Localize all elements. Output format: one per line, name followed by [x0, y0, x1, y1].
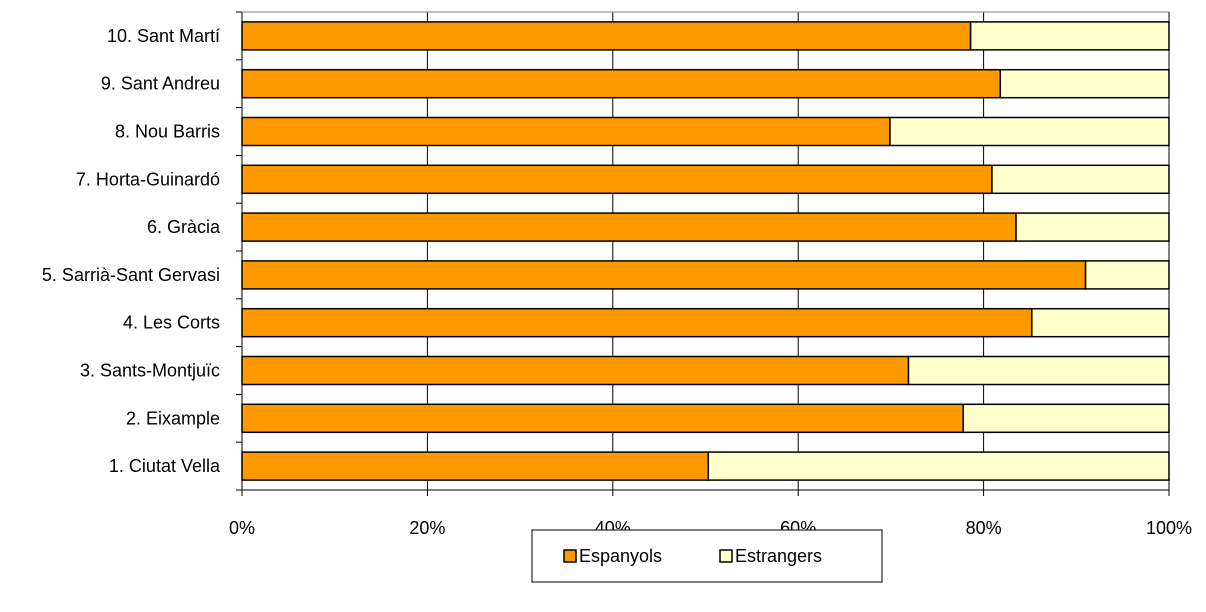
bar-espanyols — [241, 307, 1033, 338]
bar-estrangers — [962, 403, 1170, 434]
category-label: 4. Les Corts — [123, 313, 220, 333]
category-label: 3. Sants-Montjuïc — [80, 361, 220, 381]
category-label: 7. Horta-Guinardó — [76, 169, 220, 189]
legend-box — [531, 529, 883, 583]
bar-estrangers — [1084, 260, 1170, 290]
bar-espanyols — [241, 164, 993, 195]
bar-estrangers — [999, 68, 1170, 99]
bar-estrangers — [707, 451, 1170, 481]
category-label: 8. Nou Barris — [115, 122, 220, 142]
category-label: 6. Gràcia — [147, 217, 221, 237]
category-label: 1. Ciutat Vella — [109, 456, 221, 476]
bar-espanyols — [241, 451, 710, 481]
bar-estrangers — [907, 355, 1170, 386]
x-tick-label: 20% — [409, 518, 445, 538]
legend-swatch-estrangers — [719, 549, 733, 563]
category-label: 9. Sant Andreu — [101, 74, 220, 94]
category-label: 2. Eixample — [126, 408, 220, 428]
axes — [236, 11, 1170, 496]
category-label: 10. Sant Martí — [107, 26, 220, 46]
bars — [241, 21, 1170, 481]
bar-espanyols — [241, 260, 1087, 290]
bar-espanyols — [241, 403, 964, 434]
category-label: 5. Sarrià-Sant Gervasi — [42, 265, 220, 285]
bar-estrangers — [969, 21, 1170, 51]
legend-label-espanyols: Espanyols — [579, 546, 662, 566]
legend: Espanyols Estrangers — [531, 529, 883, 583]
bar-espanyols — [241, 68, 1002, 99]
bar-estrangers — [1015, 212, 1170, 242]
legend-label-estrangers: Estrangers — [735, 546, 822, 566]
bar-estrangers — [991, 164, 1170, 195]
x-tick-label: 0% — [229, 518, 255, 538]
bar-estrangers — [1031, 307, 1170, 338]
bar-espanyols — [241, 21, 972, 51]
category-labels: 1. Ciutat Vella 2. Eixample 3. Sants-Montj… — [42, 26, 221, 476]
bar-espanyols — [241, 212, 1017, 242]
legend-swatch-espanyols — [563, 549, 577, 563]
x-tick-label: 100% — [1146, 518, 1192, 538]
bar-espanyols — [241, 355, 910, 386]
bar-espanyols — [241, 116, 891, 147]
x-tick-label: 80% — [966, 518, 1002, 538]
bar-estrangers — [889, 116, 1170, 147]
